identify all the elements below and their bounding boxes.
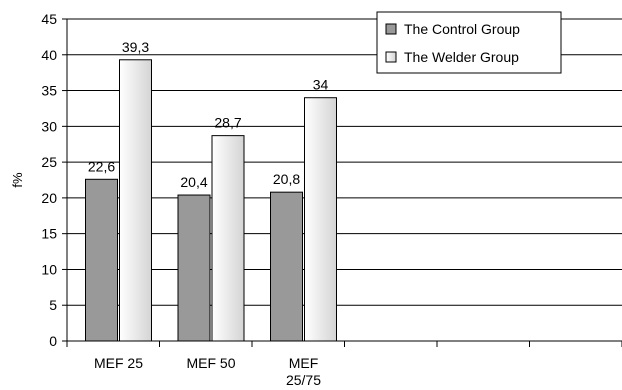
- legend-swatch: [385, 51, 397, 63]
- x-tick-label: MEF 25: [94, 355, 143, 371]
- bar-welder-1: [119, 59, 152, 342]
- legend-label: The Control Group: [404, 21, 520, 37]
- x-tick-label: 25/75: [286, 372, 321, 388]
- y-tick-label: 30: [41, 118, 57, 134]
- data-label: 22,6: [88, 158, 115, 174]
- y-tick-label: 0: [49, 333, 57, 349]
- bar-welder-3: [304, 97, 337, 342]
- data-label: 28,7: [214, 115, 241, 131]
- data-label: 20,8: [273, 171, 300, 187]
- y-tick-label: 45: [41, 11, 57, 27]
- legend-label: The Welder Group: [404, 49, 519, 65]
- x-tick-label: MEF: [289, 355, 319, 371]
- data-labels: 22,6 39,3 20,4 28,7 20,8 34: [88, 39, 329, 190]
- y-axis-label: f%: [10, 172, 25, 188]
- y-axis: 0 5 10 15 20 25 30 35 40 45: [41, 11, 68, 349]
- legend: The Control Group The Welder Group: [376, 11, 562, 74]
- bar-control-1: [85, 178, 118, 342]
- data-label: 39,3: [122, 39, 149, 55]
- y-tick-label: 5: [49, 297, 57, 313]
- y-tick-label: 20: [41, 190, 57, 206]
- bars: [85, 59, 337, 342]
- y-tick-label: 40: [41, 47, 57, 63]
- bar-welder-2: [211, 135, 245, 342]
- legend-box: [376, 11, 562, 74]
- y-tick-label: 35: [41, 83, 57, 99]
- bar-control-2: [177, 194, 211, 342]
- y-tick-label: 25: [41, 154, 57, 170]
- data-label: 20,4: [180, 174, 207, 190]
- x-tick-label: MEF 50: [186, 355, 235, 371]
- y-tick-label: 10: [41, 261, 57, 277]
- y-tick-label: 15: [41, 226, 57, 242]
- bar-control-3: [270, 191, 303, 342]
- data-label: 34: [313, 77, 329, 93]
- legend-swatch: [385, 23, 397, 35]
